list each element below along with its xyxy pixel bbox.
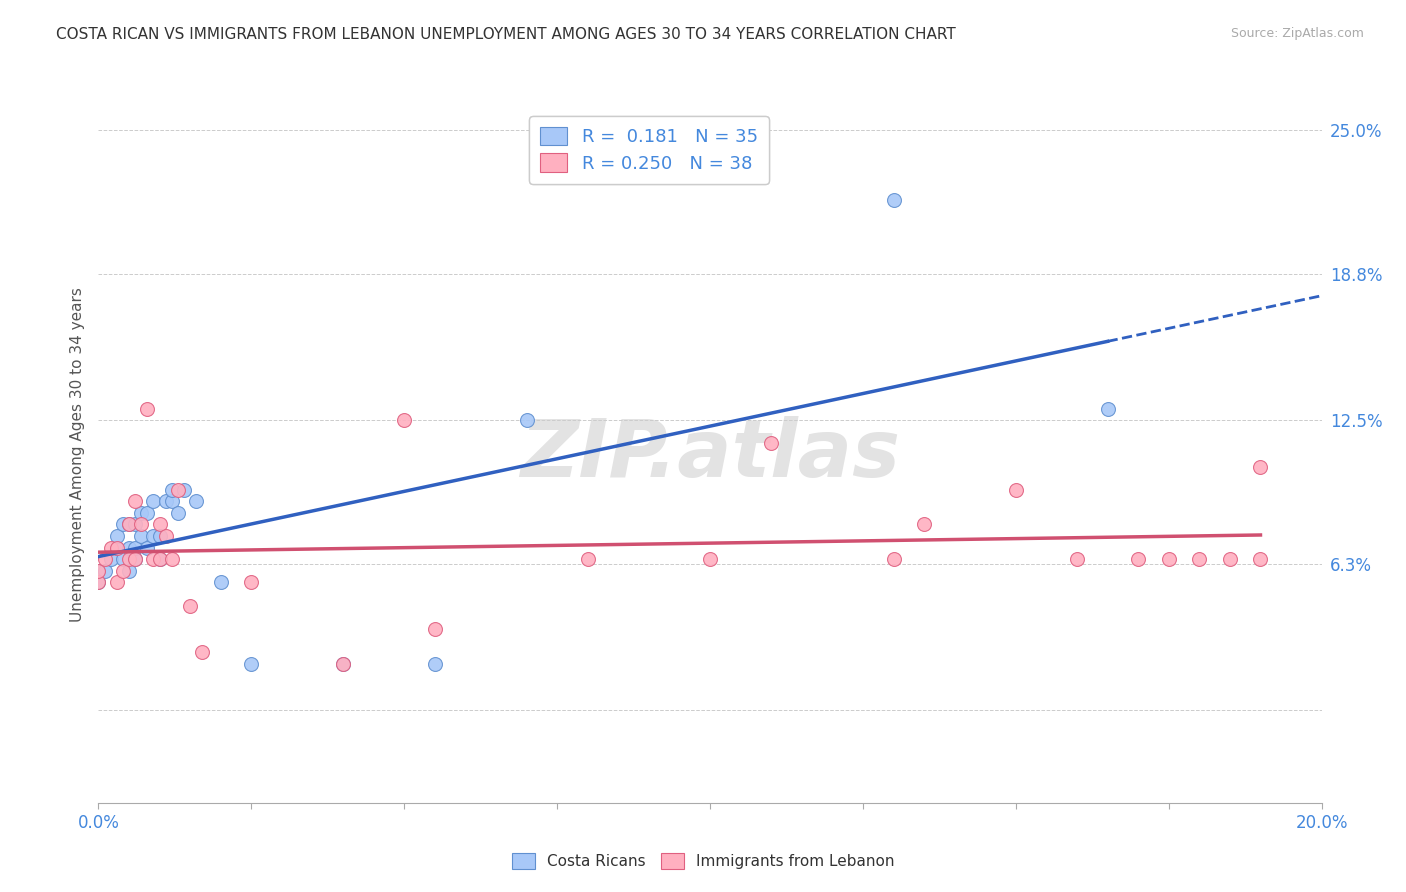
Point: [167, 483, 190, 497]
Point: [516, 413, 538, 427]
Point: [136, 401, 159, 416]
Legend: Costa Ricans, Immigrants from Lebanon: Costa Ricans, Immigrants from Lebanon: [506, 847, 900, 875]
Point: [1004, 483, 1026, 497]
Point: [129, 506, 152, 520]
Point: [883, 193, 905, 207]
Text: COSTA RICAN VS IMMIGRANTS FROM LEBANON UNEMPLOYMENT AMONG AGES 30 TO 34 YEARS CO: COSTA RICAN VS IMMIGRANTS FROM LEBANON U…: [56, 27, 956, 42]
Point: [105, 575, 128, 590]
Point: [100, 552, 122, 566]
Point: [87, 575, 110, 590]
Point: [160, 552, 183, 566]
Point: [142, 529, 165, 543]
Point: [87, 564, 110, 578]
Point: [142, 552, 165, 566]
Point: [105, 541, 128, 555]
Point: [1219, 552, 1241, 566]
Point: [392, 413, 416, 427]
Point: [191, 645, 214, 659]
Text: Source: ZipAtlas.com: Source: ZipAtlas.com: [1230, 27, 1364, 40]
Point: [240, 575, 263, 590]
Point: [136, 541, 159, 555]
Point: [124, 517, 146, 532]
Point: [124, 552, 146, 566]
Point: [93, 564, 115, 578]
Point: [1097, 401, 1119, 416]
Point: [332, 657, 354, 671]
Point: [124, 552, 146, 566]
Point: [149, 529, 172, 543]
Point: [129, 517, 152, 532]
Point: [186, 494, 208, 508]
Point: [105, 541, 128, 555]
Point: [105, 529, 128, 543]
Point: [118, 564, 141, 578]
Point: [423, 622, 446, 636]
Point: [93, 552, 115, 566]
Point: [209, 575, 232, 590]
Point: [576, 552, 599, 566]
Point: [699, 552, 721, 566]
Point: [173, 483, 195, 497]
Point: [883, 552, 905, 566]
Point: [100, 541, 122, 555]
Y-axis label: Unemployment Among Ages 30 to 34 years: Unemployment Among Ages 30 to 34 years: [69, 287, 84, 623]
Legend: R =  0.181   N = 35, R = 0.250   N = 38: R = 0.181 N = 35, R = 0.250 N = 38: [529, 116, 769, 184]
Point: [1249, 552, 1271, 566]
Point: [111, 564, 134, 578]
Point: [111, 552, 134, 566]
Point: [87, 575, 110, 590]
Point: [240, 657, 263, 671]
Point: [118, 517, 141, 532]
Point: [160, 483, 183, 497]
Point: [1157, 552, 1180, 566]
Point: [912, 517, 935, 532]
Point: [118, 517, 141, 532]
Point: [149, 552, 172, 566]
Point: [759, 436, 782, 450]
Point: [160, 494, 183, 508]
Text: ZIP.atlas: ZIP.atlas: [520, 416, 900, 494]
Point: [332, 657, 354, 671]
Point: [423, 657, 446, 671]
Point: [124, 541, 146, 555]
Point: [1249, 459, 1271, 474]
Point: [149, 552, 172, 566]
Point: [118, 552, 141, 566]
Point: [167, 506, 190, 520]
Point: [149, 517, 172, 532]
Point: [124, 494, 146, 508]
Point: [129, 529, 152, 543]
Point: [142, 494, 165, 508]
Point: [179, 599, 201, 613]
Point: [1128, 552, 1150, 566]
Point: [1066, 552, 1088, 566]
Point: [1188, 552, 1211, 566]
Point: [136, 506, 159, 520]
Point: [118, 541, 141, 555]
Point: [155, 529, 177, 543]
Point: [155, 494, 177, 508]
Point: [87, 564, 110, 578]
Point: [111, 517, 134, 532]
